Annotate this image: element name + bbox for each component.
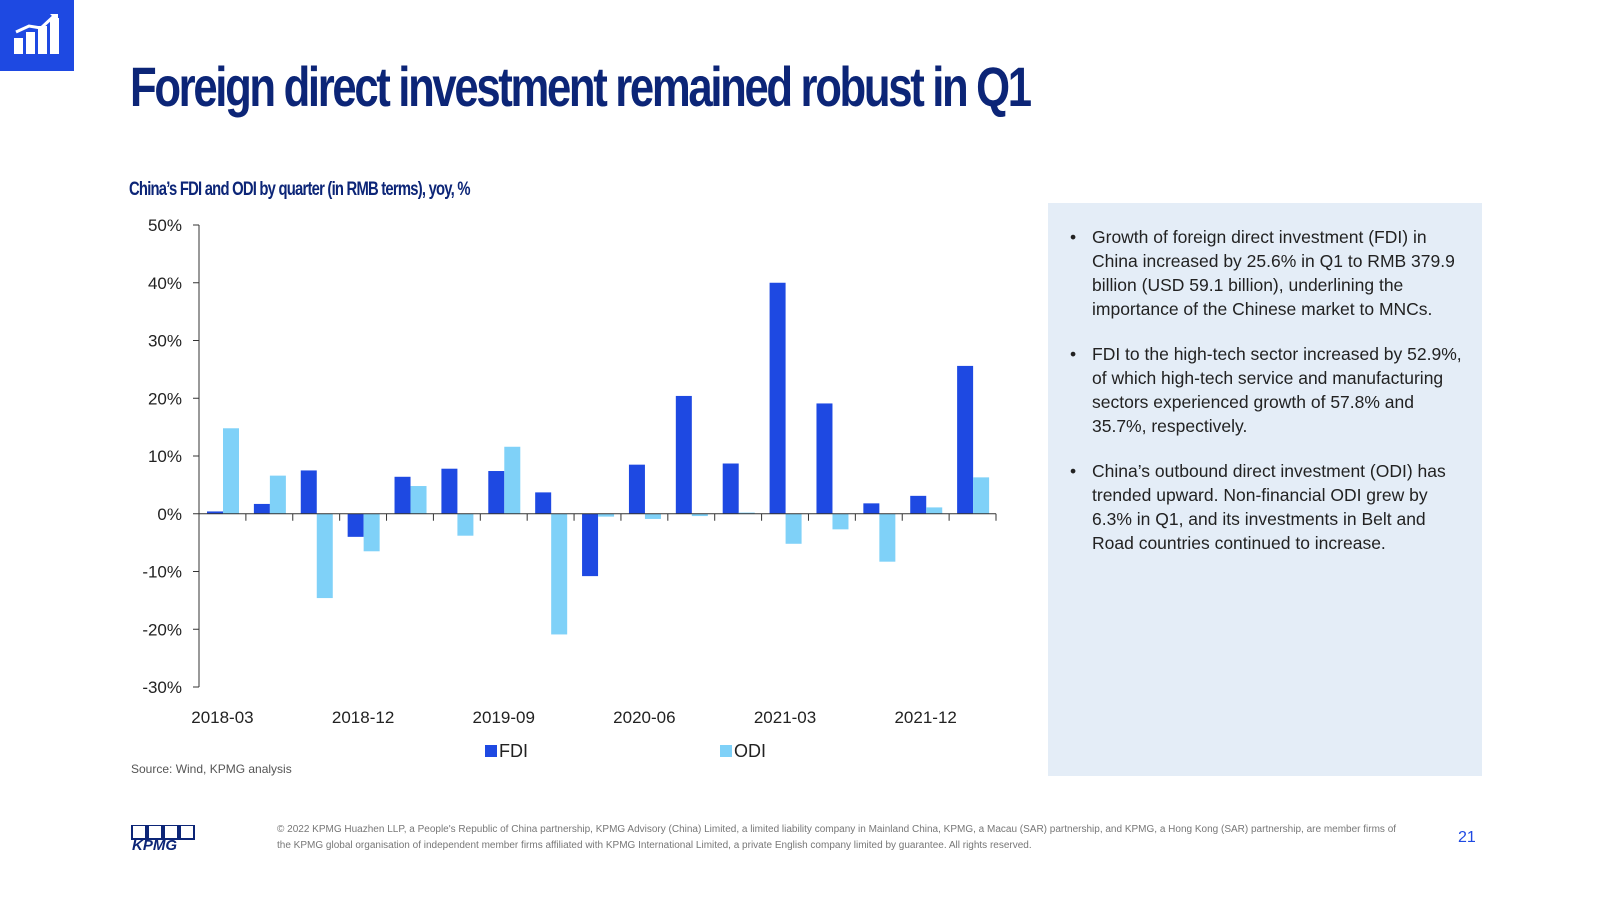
odi-bar [223, 428, 239, 514]
odi-bar [410, 486, 427, 514]
odi-bar [644, 513, 661, 519]
chart-labels: 50% 40% 30% 20% 10% 0% -10% -20% -30% 2018-03 2018… [142, 216, 957, 727]
bullet-item: • Growth of foreign direct investment (FD… [1070, 225, 1466, 321]
bullet-dot-icon: • [1070, 344, 1077, 364]
bullet-item: • FDI to the high-tech sector increased b… [1070, 342, 1466, 438]
fdi-bar [863, 503, 880, 514]
chart-legend: FDI ODI [485, 741, 766, 761]
fdi-bar [347, 513, 364, 537]
fdi-bar [441, 468, 458, 514]
y-tick-label: -20% [142, 620, 182, 639]
fdi-bar [628, 464, 645, 514]
bullet-text: FDI to the high-tech sector increased by… [1092, 344, 1462, 436]
page-title: Foreign direct investment remained robus… [130, 55, 1032, 118]
fdi-legend-swatch [485, 745, 497, 757]
odi-bar [691, 513, 708, 517]
x-tick-label: 2021-12 [894, 708, 956, 727]
x-tick-label: 2020-06 [613, 708, 675, 727]
fdi-bar [300, 470, 317, 514]
fdi-bar [910, 495, 927, 514]
y-tick-label: -10% [142, 563, 182, 582]
fdi-bar [207, 511, 223, 514]
fdi-bar [582, 513, 599, 577]
commentary-panel: • Growth of foreign direct investment (FD… [1048, 203, 1482, 776]
y-tick-label: 0% [157, 505, 182, 524]
y-tick-label: 10% [148, 447, 182, 466]
y-tick-label: 30% [148, 332, 182, 351]
odi-bar [598, 513, 615, 517]
odi-bar [973, 477, 990, 514]
fdi-bar [675, 395, 692, 514]
fdi-bar [769, 282, 786, 514]
fdi-legend-label: FDI [499, 741, 528, 761]
fdi-bar [394, 476, 411, 514]
chart-title: China’s FDI and ODI by quarter (in RMB t… [129, 179, 471, 200]
bar-chart-icon [14, 14, 59, 54]
kpmg-logo: KPMG [131, 825, 195, 851]
fdi-bar [722, 463, 739, 514]
odi-bar [551, 513, 568, 635]
odi-bar [832, 513, 849, 530]
fdi-bar [253, 503, 270, 514]
bar-chart: 50% 40% 30% 20% 10% 0% -10% -20% -30% 2018-03 2018… [142, 216, 997, 761]
odi-bar [926, 507, 943, 514]
fdi-bar [957, 365, 974, 514]
odi-bar [504, 446, 521, 514]
odi-bar [457, 513, 474, 536]
chart-axes [193, 224, 997, 688]
bullet-dot-icon: • [1070, 227, 1077, 247]
odi-bar [879, 513, 896, 562]
page-number: 21 [1458, 829, 1476, 846]
y-tick-label: -30% [142, 678, 182, 697]
x-tick-label: 2018-12 [332, 708, 394, 727]
x-tick-label: 2018-03 [191, 708, 253, 727]
x-tick-label: 2021-03 [754, 708, 816, 727]
fdi-bar [488, 471, 505, 514]
fdi-bar [535, 492, 552, 514]
bullet-text: China’s outbound direct investment (ODI)… [1092, 461, 1446, 553]
x-tick-label: 2019-09 [473, 708, 535, 727]
odi-bar [316, 513, 333, 599]
copyright-notice: © 2022 KPMG Huazhen LLP, a People's Repu… [277, 824, 1397, 851]
odi-legend-swatch [720, 745, 732, 757]
odi-bar [363, 513, 380, 552]
bullet-dot-icon: • [1070, 461, 1077, 481]
y-tick-label: 50% [148, 216, 182, 235]
source-note: Source: Wind, KPMG analysis [131, 762, 292, 776]
kpmg-logo-text: KPMG [132, 837, 177, 851]
bullet-item: • China’s outbound direct investment (ODI… [1070, 459, 1466, 555]
bullet-text: Growth of foreign direct investment (FDI… [1092, 227, 1455, 319]
y-tick-label: 20% [148, 389, 182, 408]
y-tick-label: 40% [148, 274, 182, 293]
odi-bar [269, 475, 286, 514]
odi-bar [785, 513, 802, 544]
odi-bar [738, 512, 755, 514]
fdi-bar [816, 403, 833, 514]
chart-bars [207, 282, 990, 635]
odi-legend-label: ODI [734, 741, 766, 761]
bullet-list: • Growth of foreign direct investment (FD… [1070, 225, 1466, 555]
corner-badge [0, 0, 74, 71]
